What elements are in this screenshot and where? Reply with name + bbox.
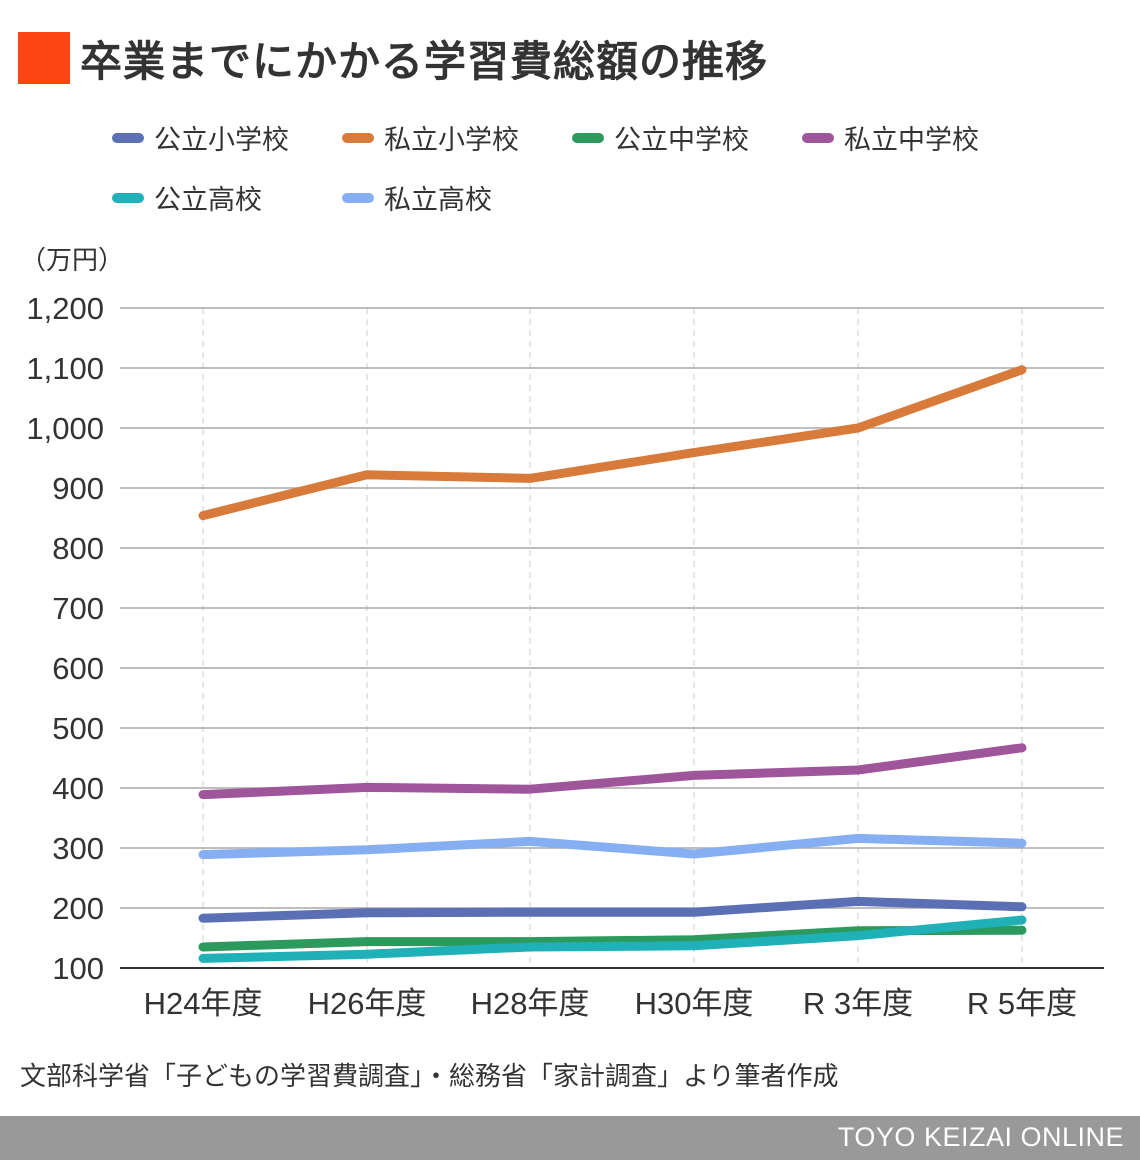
legend-swatch: [572, 132, 604, 143]
brand-label: TOYO KEIZAI ONLINE: [837, 1122, 1124, 1152]
legend-label: 公立中学校: [614, 125, 749, 156]
legend-swatch: [112, 192, 144, 203]
x-tick-label: H30年度: [635, 986, 754, 1021]
legend-item: 公立小学校: [112, 118, 289, 157]
y-tick-label: 1,100: [26, 351, 104, 386]
y-tick-label: 400: [52, 771, 104, 806]
y-tick-label: 600: [52, 651, 104, 686]
legend-label: 私立小学校: [384, 125, 519, 156]
y-tick-label: 900: [52, 471, 104, 506]
y-tick-label: 700: [52, 591, 104, 626]
x-tick-label: H28年度: [471, 986, 590, 1021]
series-line: [198, 833, 1027, 860]
series-line: [198, 896, 1027, 923]
x-tick-label: R 3年度: [803, 986, 913, 1021]
legend-swatch: [342, 192, 374, 203]
y-tick-label: 200: [52, 891, 104, 926]
legend-label: 私立中学校: [844, 125, 979, 156]
y-tick-label: 300: [52, 831, 104, 866]
series-line: [198, 365, 1027, 521]
legend-label: 公立小学校: [154, 125, 289, 156]
legend-item: 私立高校: [342, 178, 492, 217]
x-tick-label: H24年度: [144, 986, 263, 1021]
chart-title-block: 卒業までにかかる学習費総額の推移: [18, 30, 768, 86]
legend-item: 公立中学校: [572, 118, 749, 157]
legend-swatch: [342, 132, 374, 143]
legend-swatch: [112, 132, 144, 143]
legend-label: 私立高校: [384, 185, 492, 216]
chart-title: 卒業までにかかる学習費総額の推移: [80, 36, 769, 86]
series-line: [198, 743, 1027, 800]
title-accent-square: [18, 32, 70, 84]
y-tick-label: 800: [52, 531, 104, 566]
footer-bar: TOYO KEIZAI ONLINE: [0, 1116, 1140, 1160]
legend-swatch: [802, 132, 834, 143]
x-tick-label: R 5年度: [967, 986, 1077, 1021]
series-line: [198, 915, 1027, 963]
legend-item: 私立中学校: [802, 118, 979, 157]
legend-label: 公立高校: [154, 185, 262, 216]
legend-item: 公立高校: [112, 178, 262, 217]
y-tick-label: 100: [52, 951, 104, 986]
y-tick-label: 500: [52, 711, 104, 746]
line-chart: 100 200 300 400 500 600 700 800 900 1,000 1,100 1,2…: [26, 291, 1104, 1021]
x-tick-label: H26年度: [308, 986, 427, 1021]
source-note: 文部科学省「子どもの学習費調査」・総務省「家計調査」より筆者作成: [20, 1062, 839, 1092]
y-tick-label: 1,200: [26, 291, 104, 326]
y-axis-unit-label: （万円）: [20, 246, 125, 276]
legend-item: 私立小学校: [342, 118, 519, 157]
y-tick-label: 1,000: [26, 411, 104, 446]
